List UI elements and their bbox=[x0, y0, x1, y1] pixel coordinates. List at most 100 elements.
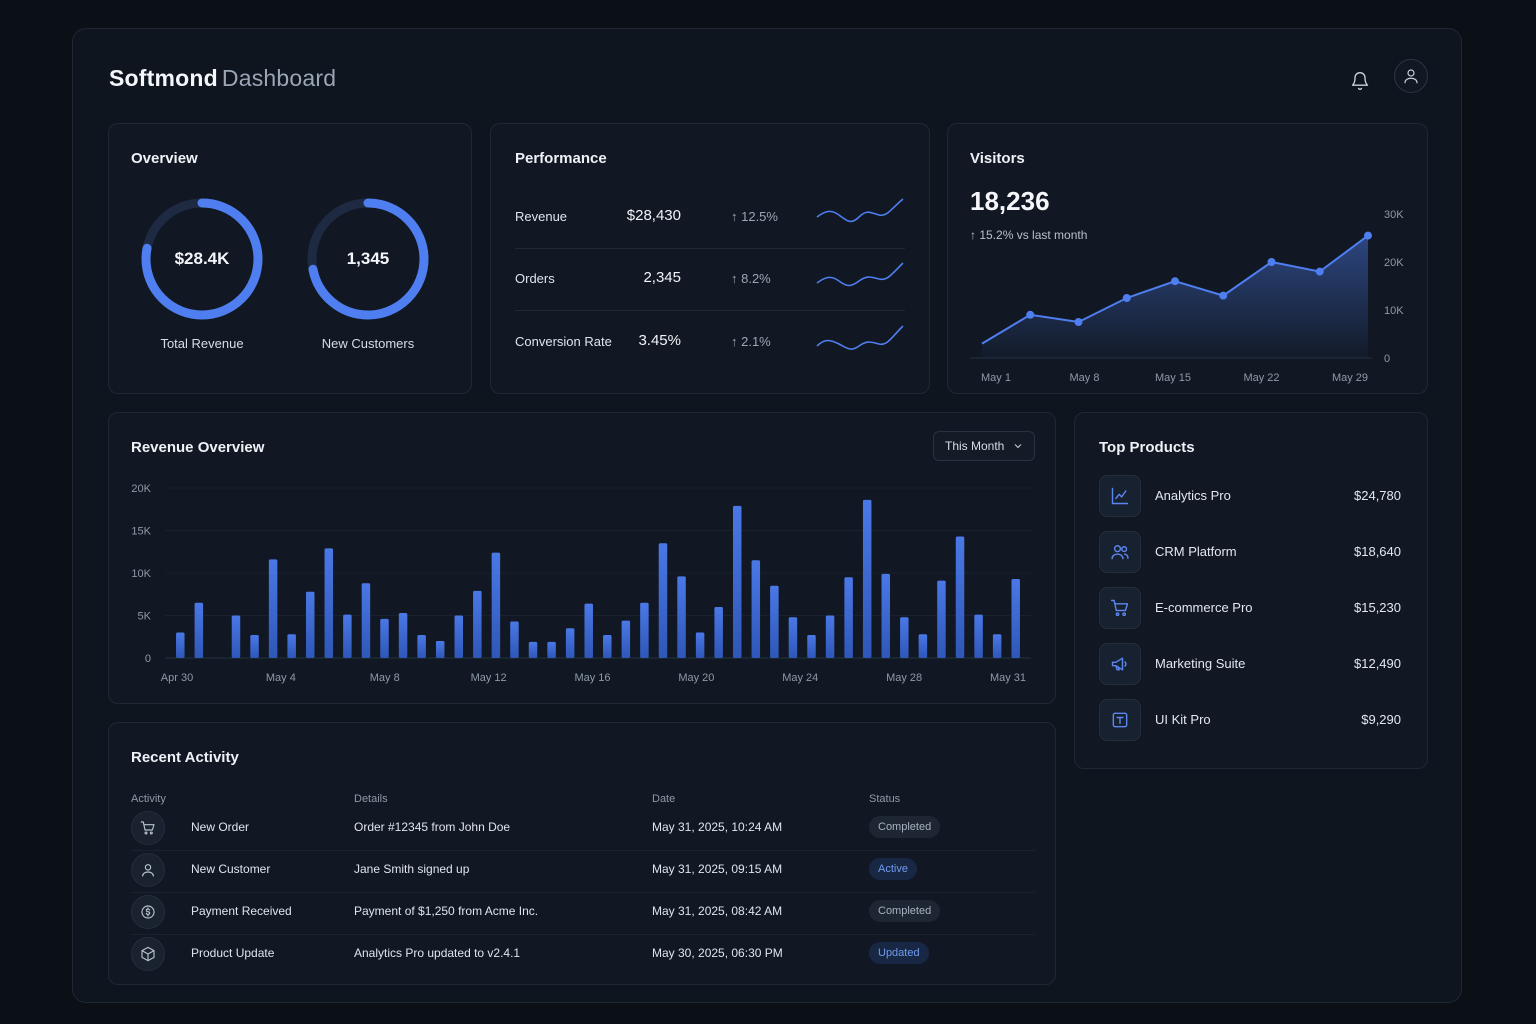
status-badge: Completed bbox=[869, 816, 941, 838]
text-box-icon bbox=[1099, 699, 1141, 741]
product-value: $18,640 bbox=[1354, 544, 1401, 559]
card-title: Recent Activity bbox=[131, 749, 239, 766]
revenue-bar[interactable] bbox=[825, 615, 835, 659]
status-badge: Completed bbox=[869, 900, 941, 922]
revenue-bar[interactable] bbox=[751, 560, 761, 658]
recent-activity-card: Recent Activity Activity Details Date St… bbox=[108, 722, 1056, 985]
card-title: Visitors bbox=[970, 150, 1025, 167]
revenue-bar[interactable] bbox=[361, 583, 371, 658]
top-products-card: Top Products Analytics Pro $24,780 CRM P… bbox=[1074, 412, 1428, 769]
revenue-bar[interactable] bbox=[268, 559, 278, 658]
x-tick-label: May 31 bbox=[990, 672, 1026, 684]
perf-row-orders: Orders 2,345 ↑ 8.2% bbox=[515, 249, 905, 311]
visitors-change: ↑ 15.2% vs last month bbox=[970, 228, 1088, 242]
revenue-bar[interactable] bbox=[398, 612, 408, 658]
period-dropdown[interactable]: This Month bbox=[933, 431, 1035, 461]
y-tick-label: 15K bbox=[131, 526, 151, 538]
status-badge: Active bbox=[869, 858, 917, 880]
product-value: $15,230 bbox=[1354, 600, 1401, 615]
revenue-bar[interactable] bbox=[955, 536, 965, 658]
revenue-bar[interactable] bbox=[380, 618, 389, 658]
table-row[interactable]: Product Update Analytics Pro updated to … bbox=[131, 934, 1035, 976]
activity-date: May 31, 2025, 09:15 AM bbox=[652, 862, 783, 876]
product-name: UI Kit Pro bbox=[1155, 712, 1211, 727]
user-icon bbox=[131, 853, 165, 887]
revenue-bar[interactable] bbox=[176, 632, 185, 659]
product-row[interactable]: E-commerce Pro $15,230 bbox=[1099, 587, 1401, 629]
visitors-point bbox=[1171, 277, 1179, 286]
revenue-bar[interactable] bbox=[862, 499, 872, 658]
revenue-bar[interactable] bbox=[454, 615, 464, 659]
revenue-bar[interactable] bbox=[974, 614, 983, 658]
revenue-bar[interactable] bbox=[1011, 578, 1020, 658]
product-row[interactable]: CRM Platform $18,640 bbox=[1099, 531, 1401, 573]
revenue-bar[interactable] bbox=[677, 576, 686, 658]
revenue-bar[interactable] bbox=[473, 590, 482, 658]
activity-name: New Order bbox=[191, 820, 250, 834]
revenue-bar[interactable] bbox=[565, 628, 575, 658]
y-tick-label: 20K bbox=[131, 483, 151, 495]
revenue-bar[interactable] bbox=[621, 620, 631, 658]
revenue-bar[interactable] bbox=[231, 615, 241, 659]
column-header: Date bbox=[652, 793, 676, 805]
revenue-bar[interactable] bbox=[528, 641, 538, 658]
revenue-bar[interactable] bbox=[788, 617, 798, 658]
table-row[interactable]: New Customer Jane Smith signed up May 31… bbox=[131, 850, 1035, 893]
divider bbox=[515, 248, 905, 249]
visitors-area bbox=[982, 235, 1368, 358]
revenue-bar[interactable] bbox=[584, 603, 593, 658]
revenue-bar[interactable] bbox=[640, 602, 649, 658]
visitors-point bbox=[1219, 291, 1228, 300]
table-row[interactable]: New Order Order #12345 from John Doe May… bbox=[131, 808, 1035, 851]
x-tick-label: May 20 bbox=[678, 672, 714, 684]
product-name: Marketing Suite bbox=[1155, 656, 1246, 671]
period-label: This Month bbox=[945, 439, 1005, 453]
revenue-bar[interactable] bbox=[491, 552, 501, 658]
revenue-bar[interactable] bbox=[695, 632, 705, 659]
new-customers-ring: 1,345 bbox=[303, 194, 433, 324]
chart-icon bbox=[1099, 475, 1141, 517]
revenue-bar[interactable] bbox=[658, 543, 668, 658]
revenue-bar[interactable] bbox=[435, 641, 445, 658]
product-row[interactable]: Analytics Pro $24,780 bbox=[1099, 475, 1401, 517]
activity-details: Jane Smith signed up bbox=[354, 862, 470, 876]
dollar-icon bbox=[131, 895, 165, 929]
revenue-bar[interactable] bbox=[343, 614, 352, 658]
product-row[interactable]: Marketing Suite $12,490 bbox=[1099, 643, 1401, 685]
page-title: Softmond Dashboard bbox=[109, 65, 336, 92]
perf-label: Conversion Rate bbox=[515, 334, 612, 349]
y-tick-label: 30K bbox=[1384, 209, 1404, 221]
x-tick-label: May 8 bbox=[1070, 372, 1100, 384]
activity-details: Analytics Pro updated to v2.4.1 bbox=[354, 946, 521, 960]
revenue-bar[interactable] bbox=[992, 634, 1002, 658]
revenue-bar[interactable] bbox=[510, 621, 519, 658]
revenue-bar[interactable] bbox=[603, 635, 612, 658]
megaphone-icon bbox=[1099, 643, 1141, 685]
revenue-bar[interactable] bbox=[417, 635, 426, 658]
notifications-button[interactable] bbox=[1343, 64, 1377, 98]
profile-button[interactable] bbox=[1394, 59, 1428, 93]
revenue-bar[interactable] bbox=[305, 591, 315, 658]
y-tick-label: 0 bbox=[1384, 353, 1390, 365]
revenue-bar[interactable] bbox=[547, 641, 556, 658]
revenue-bar[interactable] bbox=[770, 585, 779, 658]
total-revenue-ring: $28.4K bbox=[137, 194, 267, 324]
product-row[interactable]: UI Kit Pro $9,290 bbox=[1099, 699, 1401, 741]
revenue-bar[interactable] bbox=[881, 573, 891, 658]
product-value: $24,780 bbox=[1354, 488, 1401, 503]
revenue-bar[interactable] bbox=[714, 607, 723, 658]
revenue-bar[interactable] bbox=[918, 634, 928, 658]
revenue-bar[interactable] bbox=[937, 580, 946, 658]
revenue-bar[interactable] bbox=[807, 635, 816, 658]
revenue-sparkline bbox=[816, 198, 904, 223]
revenue-bar[interactable] bbox=[900, 617, 909, 658]
visitors-point bbox=[1122, 294, 1131, 302]
revenue-bar[interactable] bbox=[732, 505, 742, 658]
revenue-bar[interactable] bbox=[844, 577, 853, 658]
table-row[interactable]: Payment Received Payment of $1,250 from … bbox=[131, 892, 1035, 935]
activity-details: Order #12345 from John Doe bbox=[354, 820, 511, 834]
revenue-bar[interactable] bbox=[324, 548, 334, 658]
revenue-bar[interactable] bbox=[250, 635, 259, 658]
revenue-bar[interactable] bbox=[194, 602, 204, 658]
revenue-bar[interactable] bbox=[287, 634, 296, 658]
